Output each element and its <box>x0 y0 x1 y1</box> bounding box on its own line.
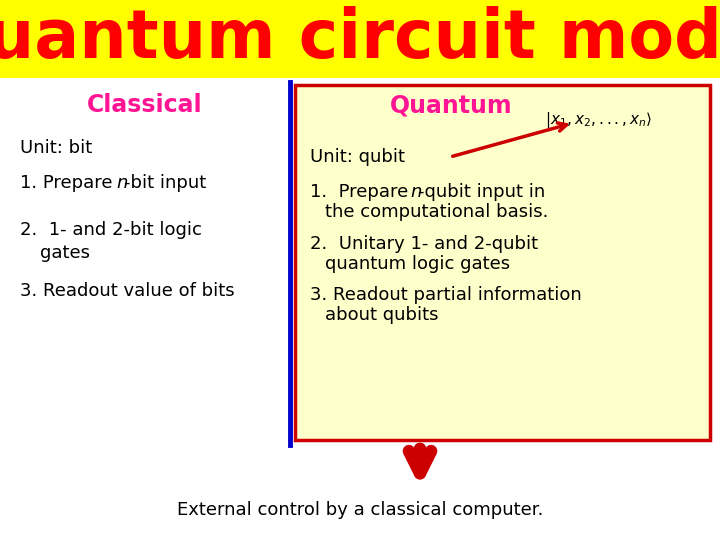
Text: 1.  Prepare: 1. Prepare <box>310 183 414 201</box>
Text: Quantum circuit model: Quantum circuit model <box>0 6 720 72</box>
Text: 3. Readout partial information: 3. Readout partial information <box>310 286 582 304</box>
Text: 3. Readout value of bits: 3. Readout value of bits <box>20 282 235 300</box>
Text: Quantum: Quantum <box>390 93 513 117</box>
Bar <box>295 85 710 440</box>
Text: -qubit input in: -qubit input in <box>418 183 545 201</box>
Text: 1. Prepare: 1. Prepare <box>20 174 118 192</box>
Bar <box>0 0 720 78</box>
Text: n: n <box>410 183 421 201</box>
Text: n: n <box>116 174 127 192</box>
Bar <box>0 78 720 540</box>
Text: Classical: Classical <box>87 93 203 117</box>
Text: gates: gates <box>40 244 90 262</box>
Text: 2.  1- and 2-bit logic: 2. 1- and 2-bit logic <box>20 221 202 239</box>
Text: about qubits: about qubits <box>325 306 438 324</box>
Text: 2.  Unitary 1- and 2-qubit: 2. Unitary 1- and 2-qubit <box>310 235 538 253</box>
Text: the computational basis.: the computational basis. <box>325 203 549 221</box>
Text: Unit: qubit: Unit: qubit <box>310 148 405 166</box>
Text: External control by a classical computer.: External control by a classical computer… <box>177 501 543 519</box>
Text: Unit: bit: Unit: bit <box>20 139 92 157</box>
Text: -bit input: -bit input <box>124 174 206 192</box>
Text: quantum logic gates: quantum logic gates <box>325 255 510 273</box>
Text: $|x_1,x_2,...,x_n\rangle$: $|x_1,x_2,...,x_n\rangle$ <box>545 110 652 130</box>
